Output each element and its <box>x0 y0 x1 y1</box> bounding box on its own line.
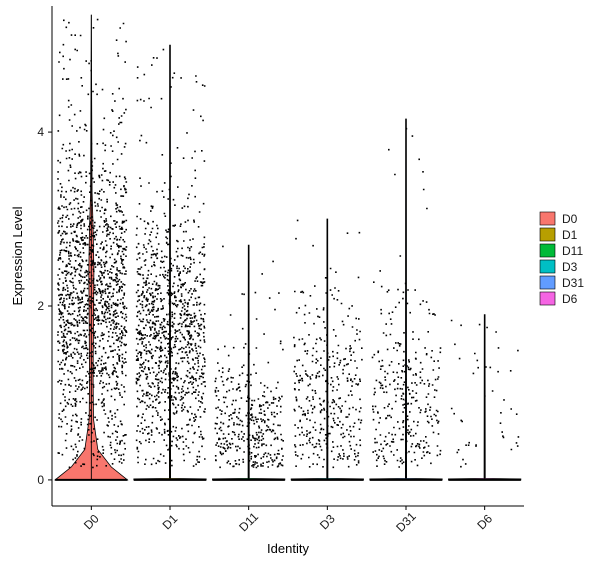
violin-group-D11 <box>212 244 286 481</box>
violin-group-D3 <box>290 218 364 481</box>
points-D6 <box>450 319 520 468</box>
x-tick-label: D1 <box>160 511 181 532</box>
legend-label-D1: D1 <box>562 228 578 242</box>
x-tick-label: D11 <box>236 509 261 534</box>
legend-swatch-D0 <box>539 211 556 226</box>
x-axis-ticks: D0 D1 D11 D3 D31 D6 <box>81 506 495 535</box>
plot-area <box>53 14 522 481</box>
points-D3 <box>293 219 363 469</box>
y-axis-title: Expression Level <box>10 206 25 305</box>
violin-group-D1 <box>133 44 207 481</box>
y-tick-label: 4 <box>37 125 44 139</box>
legend-swatch-D3 <box>539 259 556 274</box>
x-tick-label: D3 <box>317 511 338 532</box>
legend-swatch-D31 <box>539 275 556 290</box>
legend-label-D6: D6 <box>562 292 578 306</box>
point-cloud-D1 <box>135 48 206 467</box>
y-tick-label: 0 <box>37 473 44 487</box>
violin-group-D0 <box>53 14 129 481</box>
x-tick-label: D0 <box>81 511 102 532</box>
point-cloud-D6 <box>450 319 520 468</box>
violin-group-D31 <box>369 118 443 481</box>
legend: D0 D1 D11 D3 D31 D6 <box>539 211 584 306</box>
x-tick-label: D31 <box>393 509 419 535</box>
legend-swatch-D11 <box>539 243 556 258</box>
y-axis-ticks: 0 2 4 <box>37 125 52 487</box>
y-tick-label: 2 <box>37 299 44 313</box>
violin-group-D6 <box>448 314 522 481</box>
legend-label-D11: D11 <box>562 244 583 258</box>
points-D11 <box>214 245 284 469</box>
x-tick-label: D6 <box>474 511 495 532</box>
legend-label-D3: D3 <box>562 260 578 274</box>
legend-swatch-D6 <box>539 291 556 306</box>
x-axis-title: Identity <box>267 541 309 556</box>
point-cloud-D11 <box>214 245 284 469</box>
points-D1 <box>135 48 206 467</box>
point-cloud-D3 <box>293 219 363 469</box>
legend-label-D31: D31 <box>562 276 584 290</box>
legend-label-D0: D0 <box>562 212 578 226</box>
legend-swatch-D1 <box>539 227 556 242</box>
